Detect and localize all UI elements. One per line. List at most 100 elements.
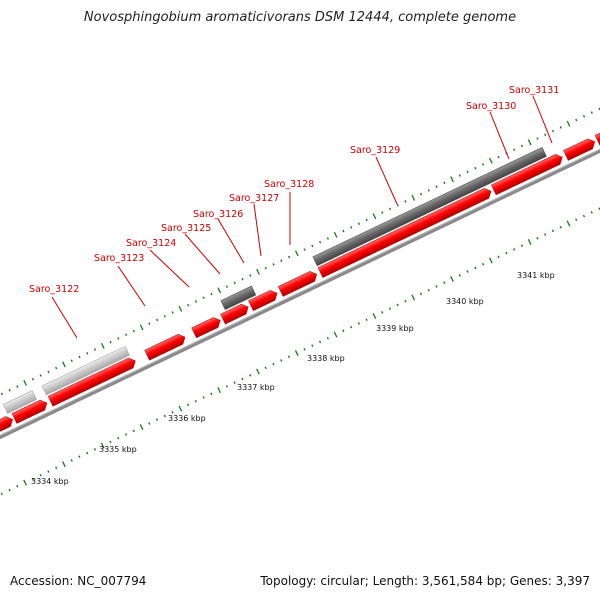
minor-tick: [318, 340, 322, 344]
minor-tick: [202, 296, 205, 300]
gene-arrow[interactable]: [0, 414, 15, 446]
gene-arrow[interactable]: [47, 356, 138, 407]
major-tick: [23, 379, 28, 386]
gene-label[interactable]: Saro_3131: [509, 85, 559, 96]
minor-tick: [536, 236, 539, 240]
leader-line: [217, 218, 245, 264]
gene-arrow[interactable]: [11, 398, 49, 424]
gene-arrow[interactable]: [248, 288, 280, 311]
minor-tick: [481, 262, 485, 266]
major-tick: [527, 139, 532, 146]
minor-tick: [16, 385, 19, 388]
gene-label[interactable]: Saro_3125: [161, 223, 211, 234]
gene-label[interactable]: Saro_3122: [29, 284, 79, 295]
minor-tick: [319, 240, 322, 244]
major-tick: [411, 194, 416, 201]
minor-tick: [132, 429, 135, 433]
minor-tick: [47, 470, 50, 473]
minor-tick: [536, 137, 539, 140]
major-tick: [294, 350, 299, 357]
gene-arrow[interactable]: [491, 152, 564, 196]
gene-label[interactable]: Saro_3129: [350, 145, 400, 156]
gene-label[interactable]: Saro_3130: [466, 101, 516, 112]
light-feature[interactable]: [2, 390, 37, 414]
major-tick: [333, 331, 338, 338]
kbp-label: 3340 kbp: [446, 297, 484, 306]
minor-tick: [513, 148, 516, 151]
minor-tick: [311, 344, 314, 347]
kbp-label: 3337 kbp: [237, 383, 275, 392]
light-feature[interactable]: [41, 345, 130, 396]
minor-tick: [31, 477, 34, 481]
minor-tick: [466, 170, 469, 174]
minor-tick: [210, 292, 213, 296]
minor-tick: [396, 203, 399, 207]
major-tick: [256, 368, 260, 375]
minor-tick: [186, 403, 190, 407]
gene-arrow[interactable]: [220, 302, 251, 325]
minor-tick: [241, 277, 244, 281]
gene-arrow[interactable]: [144, 332, 188, 361]
major-tick: [178, 305, 183, 312]
minor-tick: [39, 473, 42, 477]
minor-tick: [551, 129, 555, 133]
minor-tick: [357, 222, 361, 225]
gene-label[interactable]: Saro_3126: [193, 209, 243, 220]
minor-tick: [156, 318, 159, 322]
dark-feature[interactable]: [312, 147, 547, 267]
upper-tick-row: [0, 107, 600, 396]
minor-tick: [124, 433, 128, 436]
gene-arrow[interactable]: [317, 186, 493, 278]
minor-tick: [78, 355, 81, 359]
leader-line: [532, 95, 553, 144]
lower-tick-row: [0, 207, 600, 496]
gene-label[interactable]: Saro_3127: [229, 193, 279, 204]
gene-arrow[interactable]: [277, 269, 319, 297]
minor-tick: [272, 263, 275, 266]
major-tick: [62, 461, 66, 468]
gene-label[interactable]: Saro_3123: [94, 253, 144, 264]
kbp-label: 3334 kbp: [31, 477, 69, 486]
major-tick: [488, 257, 493, 264]
minor-tick: [171, 311, 174, 314]
gene-arrow[interactable]: [191, 315, 223, 339]
minor-tick: [70, 459, 73, 462]
minor-tick: [559, 225, 562, 229]
major-tick: [100, 342, 105, 349]
gene-arrow[interactable]: [594, 119, 600, 146]
gene-label[interactable]: Saro_3124: [126, 238, 176, 249]
minor-tick: [388, 307, 392, 310]
gene-label[interactable]: Saro_3128: [264, 179, 314, 190]
gene-arrow[interactable]: [563, 137, 598, 161]
minor-tick: [78, 455, 81, 459]
minor-tick: [86, 351, 89, 355]
dark-feature[interactable]: [220, 285, 257, 311]
minor-tick: [381, 211, 384, 214]
minor-tick: [202, 396, 205, 399]
minor-tick: [582, 115, 586, 118]
leader-line: [253, 203, 262, 257]
major-tick: [23, 479, 27, 486]
minor-tick: [365, 218, 368, 222]
minor-tick: [303, 348, 306, 351]
minor-tick: [544, 133, 547, 137]
minor-tick: [264, 366, 267, 370]
minor-tick: [427, 189, 430, 192]
major-tick: [62, 361, 66, 368]
minor-tick: [249, 373, 252, 377]
minor-tick: [39, 374, 42, 377]
major-tick: [450, 176, 454, 183]
minor-tick: [350, 325, 353, 329]
minor-tick: [171, 411, 174, 414]
major-tick: [100, 442, 105, 449]
major-tick: [527, 238, 532, 245]
backbone-highlight: [0, 125, 600, 462]
major-tick: [217, 387, 222, 394]
minor-tick: [544, 233, 547, 236]
minor-tick: [163, 314, 166, 318]
major-tick: [294, 250, 299, 257]
major-tick: [566, 220, 571, 227]
minor-tick: [117, 436, 120, 440]
minor-tick: [194, 399, 197, 403]
